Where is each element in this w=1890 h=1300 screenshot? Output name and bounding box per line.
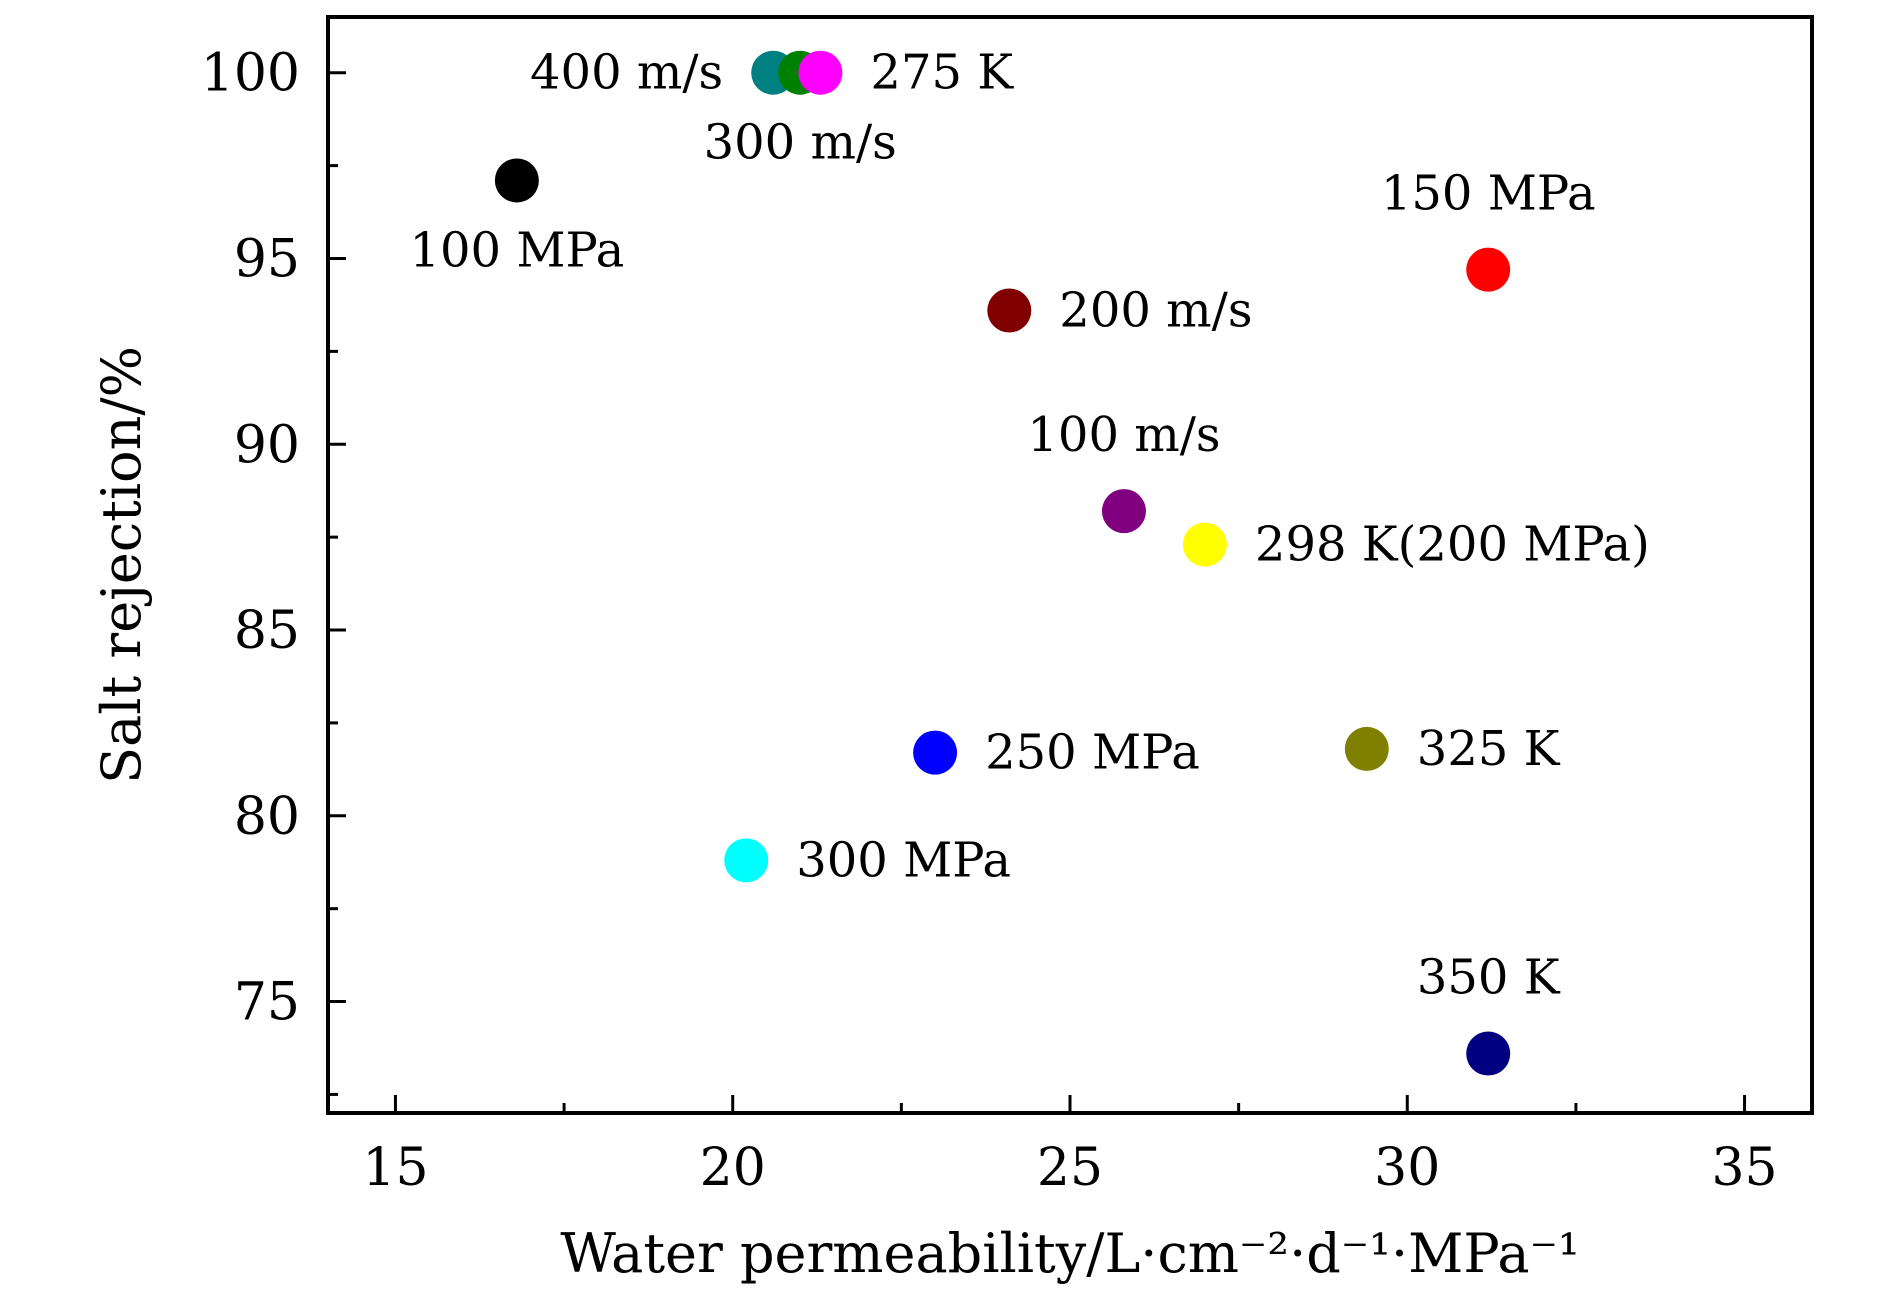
scatter-point (494, 158, 539, 203)
y-tick-label: 80 (234, 787, 300, 847)
point-label: 100 m/s (1027, 407, 1220, 463)
point-label: 325 K (1417, 721, 1561, 777)
data-points (494, 50, 1511, 1076)
point-label: 200 m/s (1059, 283, 1252, 339)
point-label: 150 MPa (1381, 166, 1596, 222)
point-label: 400 m/s (530, 45, 723, 101)
scatter-point (1466, 247, 1511, 292)
point-label: 350 K (1417, 950, 1561, 1006)
point-label: 298 K(200 MPa) (1255, 517, 1650, 573)
y-tick-label: 85 (234, 601, 300, 661)
y-tick-label: 90 (234, 415, 300, 475)
y-tick-label: 100 (201, 44, 300, 104)
point-label: 300 m/s (704, 115, 897, 171)
point-label: 275 K (870, 45, 1014, 101)
point-labels: 100 MPa 400 m/s 300 m/s 275 K 150 MPa 200 m/s… (409, 45, 1649, 1006)
point-label: 300 MPa (796, 832, 1011, 888)
x-axis-label: Water permeability/L·cm⁻²·d⁻¹·MPa⁻¹ (560, 1222, 1579, 1285)
scatter-point (913, 730, 958, 775)
axis-ticks: 15 20 25 30 35 75 80 85 90 95 100 (201, 44, 1778, 1198)
scatter-point (724, 838, 769, 883)
point-label: 250 MPa (985, 725, 1200, 781)
scatter-point (1101, 489, 1146, 534)
x-tick-label: 30 (1374, 1138, 1440, 1198)
y-tick-label: 75 (234, 973, 300, 1033)
scatter-point (1344, 726, 1389, 771)
x-tick-label: 15 (362, 1138, 428, 1198)
y-tick-label: 95 (234, 229, 300, 289)
point-label: 100 MPa (409, 222, 624, 278)
x-tick-label: 25 (1037, 1138, 1103, 1198)
plot-frame (326, 15, 1814, 1115)
scatter-point (987, 288, 1032, 333)
scatter-point (1466, 1031, 1511, 1076)
scatter-point (1182, 522, 1227, 567)
x-tick-label: 35 (1711, 1138, 1777, 1198)
scatter-point (798, 50, 843, 95)
y-axis-label: Salt rejection/% (90, 346, 153, 784)
x-tick-label: 20 (700, 1138, 766, 1198)
